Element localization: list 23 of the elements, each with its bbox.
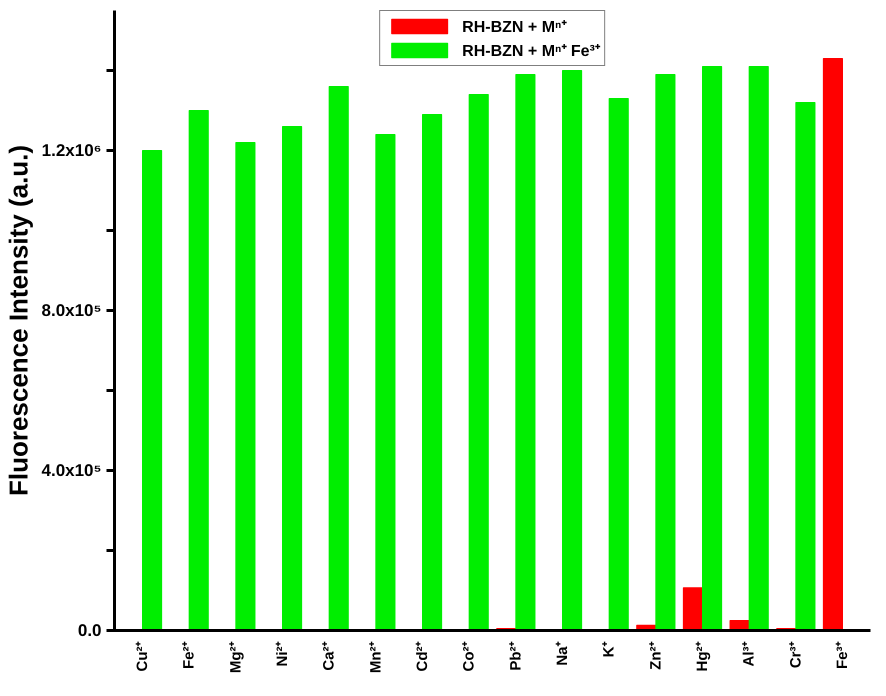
x-tick-label: Co²⁺ bbox=[460, 641, 478, 672]
y-tick-label: 8.0x10⁵ bbox=[42, 301, 102, 320]
x-tick-label: Hg²⁺ bbox=[694, 641, 711, 672]
x-tick-label: Ni²⁺ bbox=[274, 641, 291, 666]
y-tick-label: 4.0x10⁵ bbox=[42, 461, 102, 480]
x-tick-label: Cr³⁺ bbox=[787, 641, 804, 668]
x-tick-label: Cu²⁺ bbox=[134, 641, 151, 672]
x-tick-label: Ca²⁺ bbox=[320, 642, 338, 671]
x-tick-label: Al³⁺ bbox=[740, 641, 758, 666]
y-tick-label: 0.0 bbox=[78, 621, 102, 640]
legend-label: RH-BZN + Mⁿ⁺ Fe³⁺ bbox=[462, 42, 600, 61]
x-tick-label: Mn²⁺ bbox=[367, 641, 384, 674]
x-tick-label: K⁺ bbox=[600, 641, 618, 658]
x-tick-label: Fe²⁺ bbox=[180, 642, 198, 669]
x-tick-label: Zn²⁺ bbox=[647, 641, 664, 670]
x-tick-label: Pb²⁺ bbox=[507, 641, 524, 671]
y-tick-label: 1.2x10⁶ bbox=[42, 141, 102, 160]
x-tick-label: Mg²⁺ bbox=[227, 641, 244, 674]
x-tick-label: Na⁺ bbox=[554, 641, 571, 666]
x-tick-label: Cd²⁺ bbox=[414, 641, 431, 672]
x-tick-label: Fe³⁺ bbox=[834, 642, 851, 669]
y-axis-title: Fluorescence Intensity (a.u.) bbox=[4, 144, 34, 496]
legend-label: RH-BZN + Mⁿ⁺ bbox=[462, 18, 566, 37]
